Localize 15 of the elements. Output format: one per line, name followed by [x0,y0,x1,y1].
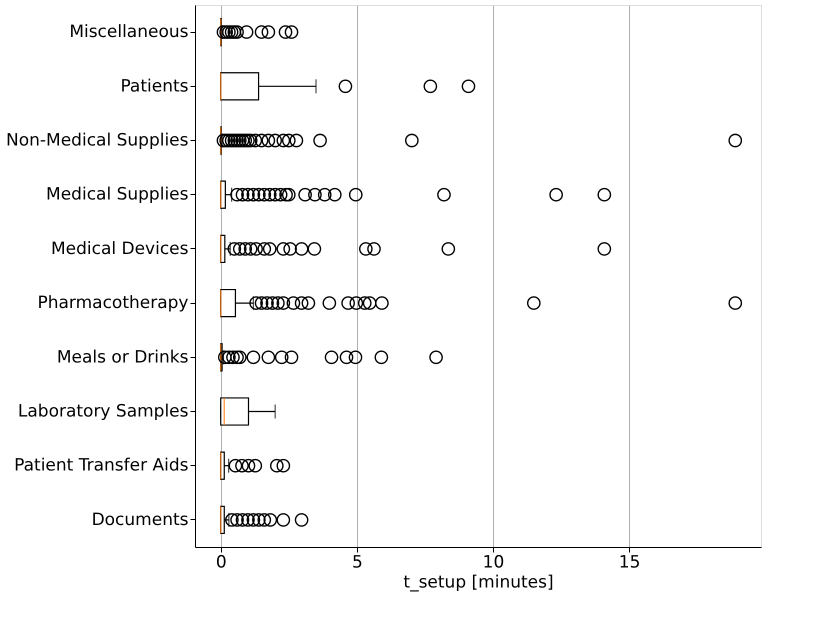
y-tick-label: Patients [120,76,189,96]
y-tick-label: Pharmacotherapy [37,293,188,314]
y-tick-label: Medical Supplies [46,184,189,205]
y-tick-label: Non-Medical Supplies [6,130,189,150]
y-tick-label: Miscellaneous [69,22,189,42]
x-tick-label: 15 [618,552,640,572]
x-tick-label: 0 [216,552,227,572]
y-tick-label: Documents [92,510,189,530]
y-tick-label: Medical Devices [50,238,189,259]
x-axis-title: t_setup [minutes] [403,572,554,592]
x-tick-label: 10 [482,552,504,572]
y-tick-label: Laboratory Samples [18,402,189,422]
y-tick-label: Patient Transfer Aids [14,456,189,476]
y-tick-label: Meals or Drinks [56,347,189,368]
x-tick-label: 5 [352,552,363,572]
